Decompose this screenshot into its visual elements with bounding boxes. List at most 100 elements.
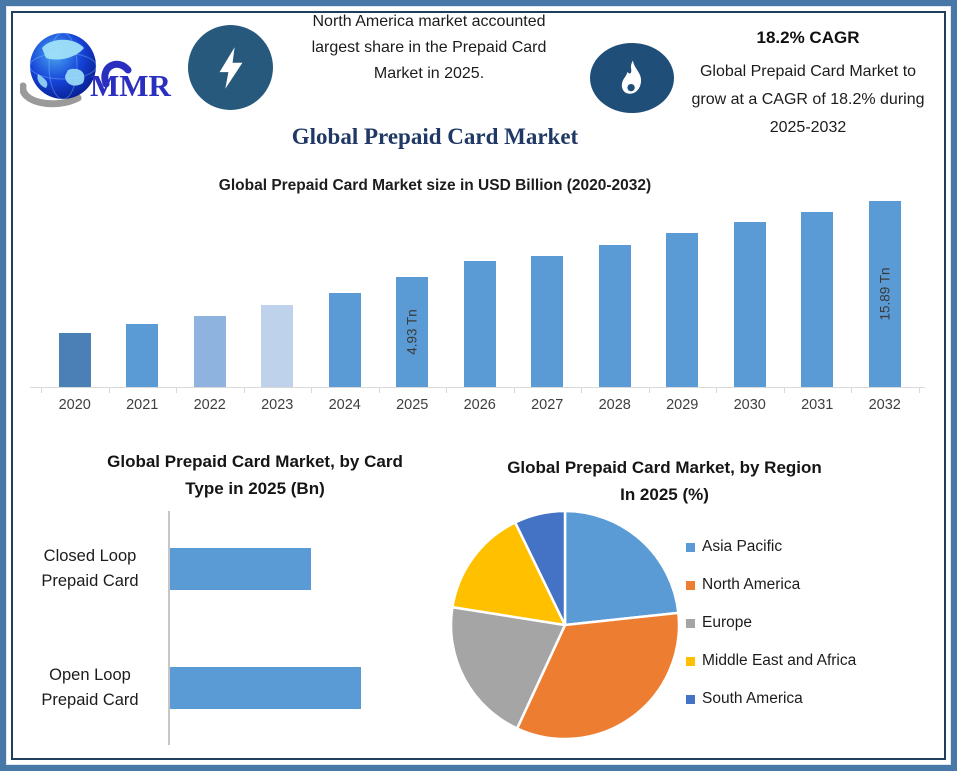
bar-2024 — [328, 293, 361, 387]
pie-slice-middle-east-and-africa — [451, 521, 567, 627]
legend-marker — [686, 618, 695, 628]
x-axis-label-2024: 2024 — [328, 397, 361, 413]
x-axis-label-2030: 2030 — [733, 397, 766, 413]
x-axis-label-2021: 2021 — [126, 397, 159, 413]
legend-marker — [686, 542, 695, 552]
x-axis-tick — [311, 387, 312, 393]
bar-2021 — [126, 324, 159, 387]
x-axis-label-2022: 2022 — [193, 397, 226, 413]
bar-column-2027: 2027 — [514, 200, 582, 413]
legend-label: Middle East and Africa — [702, 652, 857, 669]
legend-marker — [686, 694, 695, 704]
x-axis-tick — [648, 387, 650, 393]
x-axis-tick — [851, 387, 852, 393]
legend-item-europe: Europe — [686, 604, 856, 642]
legend-item-middle-east-and-africa: Middle East and Africa — [686, 642, 856, 680]
bar-column-2020: 2020 — [41, 200, 109, 413]
x-axis-tick — [108, 387, 110, 393]
cagr-note-line: Global Prepaid Card Market to — [699, 63, 917, 80]
x-axis-line — [30, 387, 925, 388]
x-axis-tick — [581, 387, 582, 393]
bar-column-2031: 2031 — [784, 200, 852, 413]
bar-column-2028: 2028 — [581, 200, 649, 413]
legend-marker — [686, 656, 695, 666]
x-axis-tick — [918, 387, 920, 393]
bar-2020 — [58, 333, 91, 387]
x-axis-tick — [243, 387, 245, 393]
legend-item-asia-pacific: Asia Pacific — [686, 528, 856, 566]
x-axis-tick — [513, 387, 515, 393]
bar-2023 — [261, 305, 294, 387]
market-size-bar-chart: Global Prepaid Card Market size in USD B… — [0, 177, 957, 422]
x-axis-label-2026: 2026 — [463, 397, 496, 413]
bar-2026 — [463, 261, 496, 387]
bar-column-2026: 2026 — [446, 200, 514, 413]
bar-column-2032: 15.89 Tn 2032 — [851, 200, 919, 413]
header-note-right: 18.2% CAGR Global Prepaid Card Market to… — [662, 27, 954, 142]
card-type-label: Closed Loop Prepaid Card — [41, 547, 139, 590]
x-axis-tick — [378, 387, 380, 393]
page-title: Global Prepaid Card Market — [291, 124, 579, 149]
cagr-headline: 18.2% CAGR — [756, 28, 860, 47]
flame-icon — [590, 43, 674, 113]
bar-column-2025: 4.93 Tn 2025 — [379, 200, 447, 413]
cagr-note-line: grow at a CAGR of 18.2% during — [691, 91, 925, 108]
pie-slice-europe — [449, 605, 567, 730]
x-axis-label-2029: 2029 — [666, 397, 699, 413]
cagr-note-line: 2025-2032 — [769, 119, 847, 136]
x-axis-tick — [783, 387, 785, 393]
bar-column-2021: 2021 — [109, 200, 177, 413]
bar-data-label-2032: 15.89 Tn — [877, 267, 893, 321]
x-axis-label-2028: 2028 — [598, 397, 631, 413]
mmr-logo: MMR — [19, 26, 180, 122]
pie-slice-south-america — [513, 509, 567, 627]
header-note-line: North America market accounted — [312, 13, 546, 30]
card-type-label: Open Loop Prepaid Card — [41, 666, 139, 709]
pie — [449, 509, 681, 741]
header-note-left: North America market accounted largest s… — [283, 9, 575, 87]
x-axis-label-2025: 2025 — [396, 397, 429, 413]
bar-2029 — [666, 233, 699, 387]
legend-label: Asia Pacific — [702, 538, 783, 555]
card-type-plot-area: Closed Loop Prepaid Card Open Loop Prepai… — [20, 511, 460, 751]
x-axis-label-2027: 2027 — [531, 397, 564, 413]
bar-2028 — [598, 245, 631, 387]
card-type-chart-title: Global Prepaid Card Market, by Card Type… — [80, 448, 430, 502]
card-type-bar-chart: Global Prepaid Card Market, by Card Type… — [20, 444, 460, 756]
x-axis-tick — [716, 387, 717, 393]
pie-slice-asia-pacific — [563, 509, 680, 627]
bar-column-2030: 2030 — [716, 200, 784, 413]
legend-item-south-america: South America — [686, 680, 856, 718]
lightning-icon — [188, 25, 273, 110]
bar-column-2023: 2023 — [244, 200, 312, 413]
x-axis-tick — [176, 387, 177, 393]
card-type-row: Closed Loop Prepaid Card — [20, 547, 460, 590]
legend-label: North America — [702, 576, 801, 593]
x-axis-label-2031: 2031 — [801, 397, 834, 413]
bar-data-label-2025: 4.93 Tn — [404, 309, 420, 355]
globe-icon: MMR — [19, 32, 172, 108]
x-axis-tick — [41, 387, 42, 393]
region-title-line1: Global Prepaid Card Market, by Region — [507, 458, 822, 477]
bar-2027 — [531, 256, 564, 387]
x-axis-label-2020: 2020 — [58, 397, 91, 413]
bar-2030 — [733, 222, 766, 387]
pie-legend: Asia Pacific North America Europe Middle Ea… — [686, 528, 856, 718]
legend-marker — [686, 580, 695, 590]
y-axis-line — [168, 511, 170, 745]
pie-slice-north-america — [515, 611, 681, 741]
x-axis-label-2023: 2023 — [261, 397, 294, 413]
x-axis-label-2032: 2032 — [868, 397, 901, 413]
legend-label: South America — [702, 690, 803, 707]
header-note-line: Market in 2025. — [373, 65, 485, 82]
region-pie-chart: Global Prepaid Card Market, by Region In… — [440, 444, 950, 756]
card-type-title-line1: Global Prepaid Card Market, by Card — [107, 452, 403, 471]
legend-label: Europe — [702, 614, 752, 631]
market-size-chart-title: Global Prepaid Card Market size in USD B… — [218, 177, 652, 194]
card-type-row: Open Loop Prepaid Card — [20, 666, 460, 709]
card-type-bar — [170, 667, 361, 709]
bar-2022 — [193, 316, 226, 387]
bar-column-2024: 2024 — [311, 200, 379, 413]
header-note-line: largest share in the Prepaid Card — [311, 39, 547, 56]
